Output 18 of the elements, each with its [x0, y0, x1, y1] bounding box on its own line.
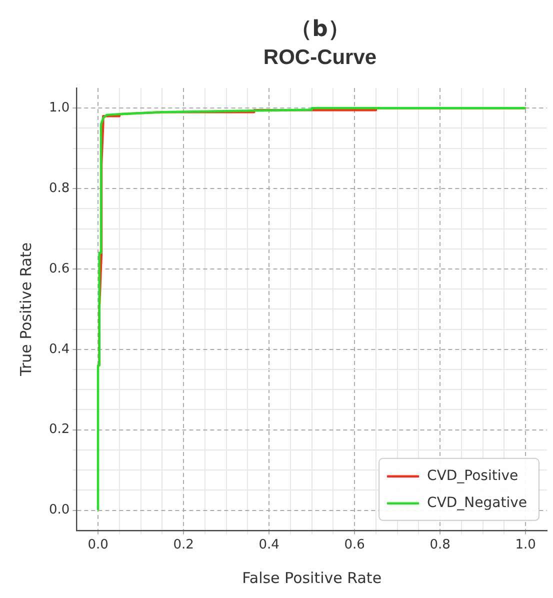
x-tick-label: 1.0: [515, 538, 536, 553]
y-tick-label: 0.8: [48, 180, 70, 196]
x-tick-label: 0.6: [344, 538, 365, 553]
y-tick-label: 1.0: [48, 100, 70, 116]
chart-title: ROC-Curve: [262, 46, 378, 70]
y-tick-label: 0.4: [48, 342, 70, 357]
y-tick-label: 0.6: [48, 261, 70, 276]
x-tick-label: 0.4: [258, 538, 280, 553]
legend-label: CVD_Positive: [427, 468, 518, 484]
x-tick-label: 0.2: [173, 538, 194, 553]
legend-label: CVD_Negative: [427, 495, 528, 512]
x-tick-label: 0.0: [88, 538, 108, 553]
y-tick-label: 0.0: [48, 502, 70, 518]
y-axis-title: True Positive Rate: [16, 242, 35, 378]
x-axis-title: False Positive Rate: [242, 568, 382, 587]
x-tick-label: 0.8: [430, 538, 450, 553]
y-tick-label: 0.2: [48, 422, 70, 438]
text: （b）: [289, 16, 351, 44]
